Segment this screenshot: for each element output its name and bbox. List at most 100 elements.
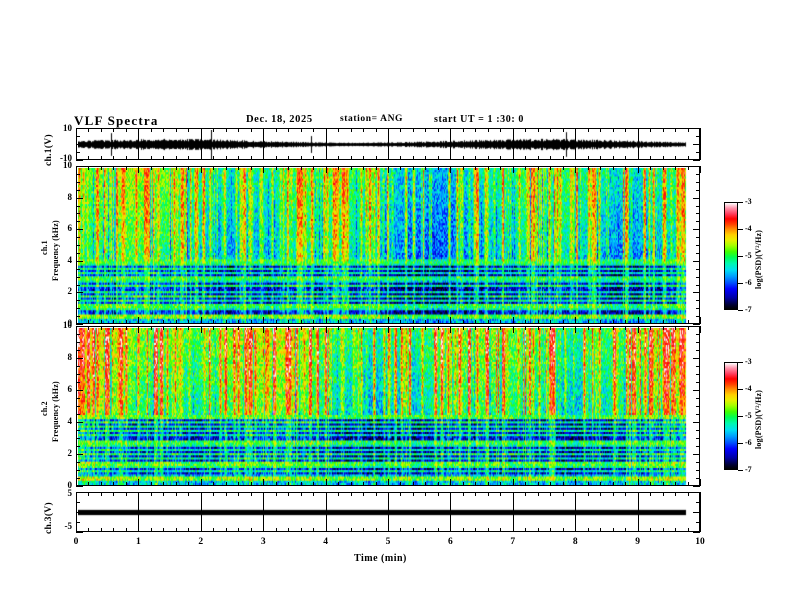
axis-tick (696, 316, 700, 318)
axis-tick (338, 128, 340, 132)
colorbar-tick-label: -6 (745, 438, 752, 447)
axis-tick (263, 479, 265, 486)
axis-tick (150, 326, 152, 330)
axis-tick (625, 128, 627, 132)
y-tick-label-ch1-spec: 10 (63, 160, 72, 170)
axis-tick (437, 128, 439, 132)
axis-tick (696, 213, 700, 215)
axis-tick (363, 128, 365, 132)
axis-tick (225, 320, 227, 324)
y-tick-label-ch1-spec: 0 (67, 318, 73, 328)
axis-tick (475, 156, 477, 160)
axis-tick (275, 492, 277, 496)
axis-tick (200, 317, 202, 324)
axis-tick (696, 366, 700, 367)
colorbar-tick-label: -4 (745, 384, 752, 393)
axis-tick (696, 334, 700, 335)
axis-tick (462, 528, 464, 532)
x-tick-label: 2 (198, 537, 204, 547)
y-tick-label-ch2-spec: 6 (67, 384, 73, 394)
axis-tick (388, 492, 389, 532)
axis-tick (550, 320, 552, 324)
axis-tick (512, 479, 514, 486)
axis-tick (175, 320, 177, 324)
axis-tick (313, 492, 315, 496)
axis-tick (525, 528, 527, 532)
axis-tick (612, 166, 614, 170)
axis-tick (250, 128, 252, 132)
axis-tick (612, 528, 614, 532)
axis-tick (693, 229, 700, 231)
axis-tick (275, 482, 277, 486)
colorbar-tick (738, 229, 743, 230)
axis-tick (313, 326, 315, 330)
axis-tick (425, 128, 427, 132)
axis-tick (696, 152, 700, 153)
axis-tick (696, 189, 700, 191)
y-tick-label-ch2-spec: 2 (67, 448, 73, 458)
axis-tick (650, 128, 652, 132)
axis-tick (375, 166, 377, 170)
axis-tick (575, 492, 577, 532)
axis-tick (76, 478, 80, 479)
axis-tick (575, 479, 577, 486)
axis-tick (138, 128, 140, 160)
axis-tick (76, 152, 80, 153)
axis-tick (213, 528, 215, 532)
axis-tick (662, 320, 664, 324)
axis-tick (650, 482, 652, 486)
axis-tick (650, 156, 652, 160)
axis-tick (700, 317, 701, 324)
axis-tick (350, 482, 352, 486)
x-tick-label: 6 (448, 537, 453, 547)
axis-tick (693, 532, 700, 533)
axis-tick (475, 482, 477, 486)
axis-tick (612, 482, 614, 486)
axis-tick (696, 478, 700, 479)
axis-tick (696, 205, 700, 207)
axis-tick (537, 528, 539, 532)
axis-tick (200, 492, 202, 532)
axis-tick (163, 128, 165, 132)
header-date: Dec. 18, 2025 (246, 114, 313, 125)
axis-tick (687, 320, 689, 324)
axis-tick (250, 166, 252, 170)
axis-tick (275, 156, 277, 160)
colorbar-ch1 (724, 202, 738, 310)
axis-tick (113, 320, 115, 324)
x-tick-label: 0 (73, 537, 79, 547)
axis-tick (350, 156, 352, 160)
axis-tick (612, 128, 614, 132)
axis-tick (125, 166, 127, 170)
axis-tick (696, 430, 700, 431)
axis-tick (696, 462, 700, 463)
axis-tick (637, 128, 639, 160)
axis-tick (76, 326, 83, 327)
axis-tick (76, 512, 83, 513)
axis-tick (600, 128, 602, 132)
y-tick-label-ch3-wave: -5 (64, 521, 73, 531)
axis-tick (675, 326, 677, 330)
axis-tick (76, 422, 83, 423)
axis-tick (338, 166, 340, 170)
axis-tick (693, 324, 700, 325)
axis-tick (225, 482, 227, 486)
axis-tick (562, 166, 564, 170)
axis-tick (693, 260, 700, 262)
axis-tick (537, 166, 539, 170)
axis-tick (188, 320, 190, 324)
axis-tick (338, 528, 340, 532)
axis-tick (263, 492, 265, 532)
axis-tick (76, 268, 80, 270)
axis-tick (76, 252, 80, 254)
axis-tick (575, 166, 577, 173)
axis-tick (525, 492, 527, 496)
axis-tick (500, 166, 502, 170)
axis-tick (412, 492, 414, 496)
ch2-spectrogram-axis-label-2: Frequency (kHz) (51, 381, 60, 442)
axis-tick (696, 470, 700, 471)
axis-tick (696, 438, 700, 439)
axis-tick (350, 492, 352, 496)
axis-tick (76, 317, 77, 324)
